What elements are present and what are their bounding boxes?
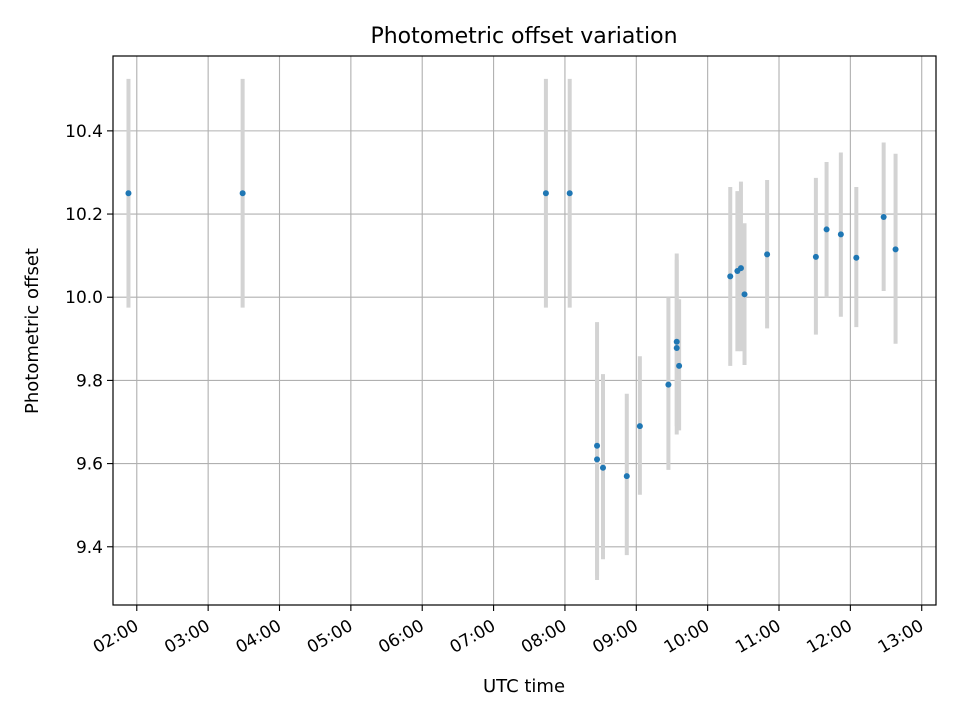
y-axis-ticks: 9.4 9.6 9.8 10.0 10.2 10.4 bbox=[65, 122, 113, 558]
data-point bbox=[673, 344, 680, 351]
y-axis-label: Photometric offset bbox=[22, 248, 43, 414]
x-tick-label: 12:00 bbox=[803, 616, 855, 658]
x-tick-label: 04:00 bbox=[233, 616, 285, 658]
data-point bbox=[566, 190, 573, 197]
x-tick-label: 03:00 bbox=[161, 616, 213, 658]
data-point bbox=[676, 362, 683, 369]
x-tick-label: 11:00 bbox=[732, 616, 784, 658]
data-point bbox=[880, 213, 887, 220]
data-point bbox=[636, 423, 643, 430]
data-points bbox=[125, 190, 899, 480]
data-point bbox=[673, 338, 680, 345]
x-tick-label: 10:00 bbox=[661, 616, 713, 658]
x-tick-label: 09:00 bbox=[589, 616, 641, 658]
data-point bbox=[853, 254, 860, 261]
data-point bbox=[623, 473, 630, 480]
data-point bbox=[837, 231, 844, 238]
grid bbox=[113, 56, 936, 605]
data-point bbox=[823, 226, 830, 233]
x-axis-ticks: 02:00 03:00 04:00 05:00 06:00 07:00 08:00 09:00… bbox=[90, 605, 927, 658]
y-tick-label: 10.0 bbox=[65, 288, 103, 308]
x-tick-label: 02:00 bbox=[90, 616, 142, 658]
data-point bbox=[542, 190, 549, 197]
data-point bbox=[125, 190, 132, 197]
x-tick-label: 05:00 bbox=[304, 616, 356, 658]
data-point bbox=[812, 253, 819, 260]
data-point bbox=[764, 251, 771, 258]
y-tick-label: 9.4 bbox=[76, 538, 103, 558]
data-point bbox=[892, 246, 899, 253]
x-tick-label: 13:00 bbox=[875, 616, 927, 658]
chart-title: Photometric offset variation bbox=[370, 24, 677, 49]
y-tick-label: 10.2 bbox=[65, 205, 103, 225]
data-point bbox=[727, 273, 734, 280]
data-point bbox=[665, 381, 672, 388]
y-tick-label: 9.6 bbox=[76, 455, 103, 475]
plot-frame bbox=[112, 55, 937, 606]
data-point bbox=[741, 291, 748, 298]
y-tick-label: 9.8 bbox=[76, 371, 103, 391]
x-axis-label: UTC time bbox=[483, 676, 565, 697]
x-tick-label: 06:00 bbox=[375, 616, 427, 658]
error-bars bbox=[126, 78, 898, 581]
data-point bbox=[737, 265, 744, 272]
x-tick-label: 08:00 bbox=[518, 616, 570, 658]
data-point bbox=[594, 442, 601, 449]
data-point bbox=[599, 464, 606, 471]
data-point bbox=[594, 456, 601, 463]
y-tick-label: 10.4 bbox=[65, 122, 103, 142]
data-point bbox=[239, 190, 246, 197]
x-tick-label: 07:00 bbox=[447, 616, 499, 658]
